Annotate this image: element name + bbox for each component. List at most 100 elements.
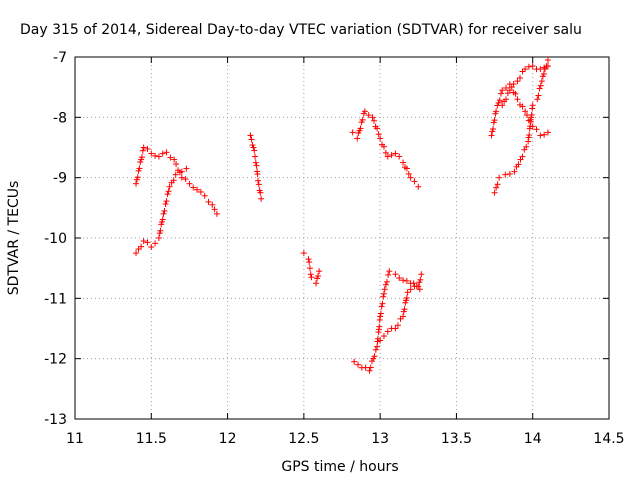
x-tick-label: 13.5 bbox=[441, 431, 472, 447]
x-tick-label: 12.5 bbox=[288, 431, 319, 447]
data-point bbox=[205, 198, 212, 205]
data-point bbox=[544, 129, 551, 136]
data-point bbox=[380, 143, 387, 150]
data-point bbox=[496, 97, 503, 104]
data-point bbox=[511, 168, 518, 175]
data-point bbox=[526, 132, 533, 139]
data-point bbox=[495, 99, 502, 106]
data-point bbox=[404, 289, 411, 296]
data-point bbox=[418, 271, 425, 278]
data-point bbox=[148, 150, 155, 157]
data-point bbox=[400, 159, 407, 166]
data-point bbox=[535, 92, 542, 99]
data-point bbox=[411, 178, 418, 185]
data-point bbox=[537, 66, 544, 73]
data-point bbox=[349, 129, 356, 136]
data-point bbox=[134, 174, 141, 181]
data-point bbox=[164, 191, 171, 198]
data-point bbox=[528, 111, 535, 118]
data-point bbox=[354, 135, 361, 142]
data-point bbox=[139, 147, 146, 154]
data-point bbox=[499, 102, 506, 109]
data-point bbox=[396, 275, 403, 282]
data-point bbox=[173, 161, 180, 168]
data-point bbox=[494, 181, 501, 188]
data-point bbox=[493, 184, 500, 191]
data-point bbox=[253, 162, 260, 169]
data-point bbox=[152, 240, 159, 247]
data-point bbox=[165, 188, 172, 195]
data-point bbox=[506, 170, 513, 177]
data-point bbox=[376, 323, 383, 330]
y-axis-label: SDTVAR / TECUs bbox=[6, 181, 22, 296]
data-point bbox=[522, 108, 529, 115]
data-point bbox=[388, 152, 395, 159]
data-point bbox=[491, 117, 498, 124]
data-point bbox=[257, 189, 264, 196]
data-point bbox=[306, 259, 313, 266]
data-point bbox=[316, 268, 323, 275]
data-point bbox=[534, 96, 541, 103]
data-point bbox=[308, 274, 315, 281]
data-point bbox=[382, 149, 389, 156]
x-tick-label: 11 bbox=[66, 431, 84, 447]
data-point bbox=[384, 153, 391, 160]
x-tick-label: 11.5 bbox=[136, 431, 167, 447]
data-point bbox=[529, 102, 536, 109]
data-point bbox=[503, 84, 510, 91]
data-point bbox=[525, 138, 532, 145]
y-tick-label: -11 bbox=[44, 291, 67, 307]
data-point bbox=[377, 313, 384, 320]
data-point bbox=[523, 143, 530, 150]
x-axis-label: GPS time / hours bbox=[281, 459, 398, 475]
data-point bbox=[170, 177, 177, 184]
data-point bbox=[252, 159, 259, 166]
data-point bbox=[525, 63, 532, 70]
data-point bbox=[400, 277, 407, 284]
data-point bbox=[251, 147, 258, 154]
x-tick-label: 13 bbox=[371, 431, 389, 447]
data-point bbox=[252, 153, 259, 160]
data-point bbox=[491, 189, 498, 196]
data-point bbox=[401, 306, 408, 313]
data-point bbox=[499, 87, 506, 94]
data-point bbox=[155, 153, 162, 160]
data-point bbox=[140, 144, 147, 151]
x-tick-label: 14.5 bbox=[593, 431, 624, 447]
data-point bbox=[384, 278, 391, 285]
data-point bbox=[186, 180, 193, 187]
data-point bbox=[544, 57, 551, 64]
data-point bbox=[357, 125, 364, 132]
data-point bbox=[377, 310, 384, 317]
data-point bbox=[506, 87, 513, 94]
data-point bbox=[417, 276, 424, 283]
data-points bbox=[133, 57, 551, 374]
data-point bbox=[140, 238, 147, 245]
data-point bbox=[508, 84, 515, 91]
data-point bbox=[527, 123, 534, 130]
data-point bbox=[519, 103, 526, 110]
data-point bbox=[381, 286, 388, 293]
data-point bbox=[159, 150, 166, 157]
data-point bbox=[514, 96, 521, 103]
data-point bbox=[536, 85, 543, 92]
data-point bbox=[502, 171, 509, 178]
data-point bbox=[377, 337, 384, 344]
data-point bbox=[403, 165, 410, 172]
data-point bbox=[161, 207, 168, 214]
data-point bbox=[313, 280, 320, 287]
data-point bbox=[493, 108, 500, 115]
data-point bbox=[385, 271, 392, 278]
data-point bbox=[392, 271, 399, 278]
data-point bbox=[362, 364, 369, 371]
data-point bbox=[394, 322, 401, 329]
data-point bbox=[410, 280, 417, 287]
data-point bbox=[351, 358, 358, 365]
grid bbox=[75, 57, 609, 419]
data-point bbox=[369, 114, 376, 121]
data-point bbox=[488, 132, 495, 139]
data-point bbox=[522, 66, 529, 73]
data-point bbox=[377, 135, 384, 142]
data-point bbox=[512, 90, 519, 97]
